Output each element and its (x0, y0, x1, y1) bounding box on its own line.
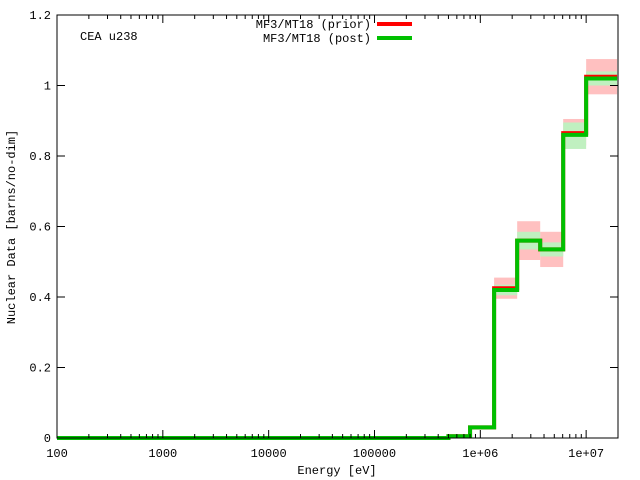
x-tick-label-2: 10000 (251, 447, 287, 461)
y-tick-label-0: 0 (44, 432, 51, 446)
y-tick-label-5: 1 (44, 80, 51, 94)
chart-annotation: CEA u238 (80, 30, 138, 44)
series-line-1 (57, 76, 618, 440)
y-tick-label-3: 0.6 (29, 221, 51, 235)
tick-labels: 0 0.2 0.4 0.6 0.8 1 1.2 100 1000 10000 100000 1e+06… (29, 9, 604, 461)
x-tick-label-3: 100000 (353, 447, 396, 461)
x-tick-label-0: 100 (46, 447, 68, 461)
legend-label-0: MF3/MT18 (prior) (256, 18, 371, 32)
uncertainty-bands (448, 59, 618, 437)
x-tick-label-4: 1e+06 (462, 447, 498, 461)
y-tick-label-2: 0.4 (29, 291, 51, 305)
axis-ticks (56, 14, 618, 439)
x-axis-label: Energy [eV] (297, 464, 376, 478)
x-tick-label-1: 1000 (148, 447, 177, 461)
legend-label-1: MF3/MT18 (post) (263, 32, 371, 46)
series-lines (57, 74, 618, 440)
y-tick-label-4: 0.8 (29, 150, 51, 164)
y-tick-label-1: 0.2 (29, 362, 51, 376)
x-tick-label-5: 1e+07 (568, 447, 604, 461)
legend: MF3/MT18 (prior)MF3/MT18 (post) (256, 18, 412, 46)
y-tick-label-6: 1.2 (29, 9, 51, 23)
y-axis-label: Nuclear Data [barns/no-dim] (5, 130, 19, 324)
